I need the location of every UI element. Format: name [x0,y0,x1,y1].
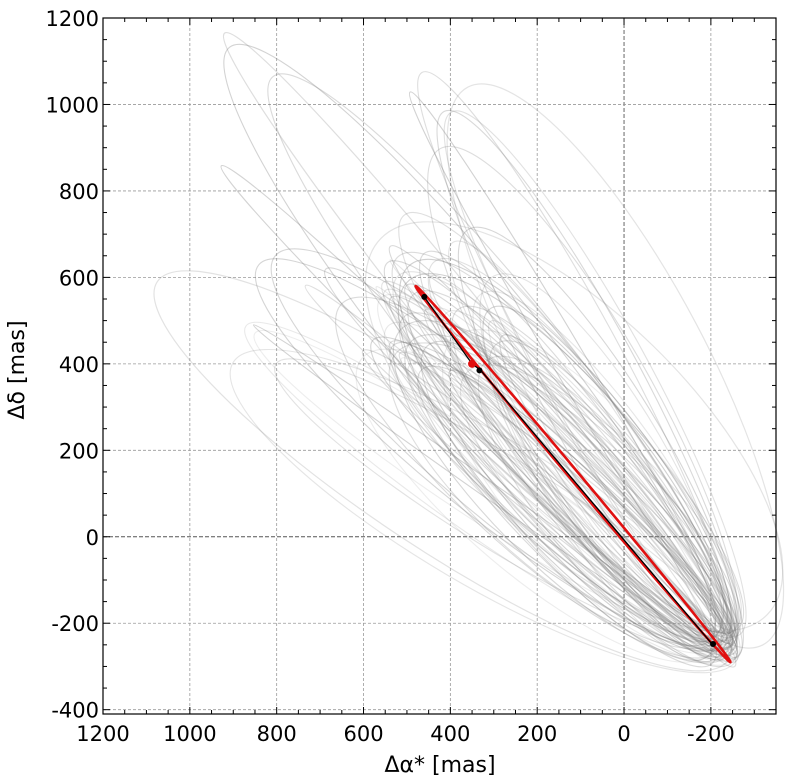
y-tick-label: 1000 [46,93,99,117]
y-tick-label: 1200 [46,7,99,31]
y-tick-label: 0 [86,526,99,550]
best-fit-orbit [414,284,732,664]
sample-orbit [355,348,718,663]
sample-orbit [404,283,736,639]
sample-orbit [267,73,735,646]
x-tick-label: 400 [430,722,470,746]
sample-orbit [229,348,741,674]
y-tick-label: 400 [59,353,99,377]
sample-orbit [388,245,734,645]
x-tick-label: 800 [257,722,297,746]
plot-frame [102,17,777,715]
sample-orbit [370,336,738,657]
sample-orbit [388,342,729,650]
x-tick-label: 200 [517,722,557,746]
sample-orbit [420,340,715,661]
sample-orbit [391,251,745,634]
sample-orbit [392,320,739,664]
sample-orbit [399,258,732,652]
best-fit-orbit-ellipse [414,284,732,664]
y-tick-label: 800 [59,180,99,204]
sample-orbit [475,334,729,645]
sample-orbit [472,290,740,649]
y-tick-label: -400 [51,699,99,723]
x-axis-label: Δα* [mas] [384,753,495,778]
sample-orbit [392,271,735,643]
sample-orbit [382,288,739,663]
sample-orbit [398,211,728,637]
sample-orbit [254,258,737,652]
orbit-path-line [423,296,712,644]
y-axis-label: Δδ [mas] [5,320,30,419]
x-tick-label: 600 [343,722,383,746]
sample-orbit [408,91,732,634]
x-tick-label: 0 [617,722,630,746]
sample-orbit [488,340,723,640]
sample-orbit [324,267,733,635]
sample-orbit [244,321,730,666]
sample-orbit [222,31,737,668]
sample-orbit [423,308,715,654]
x-tick-label: 1200 [76,722,129,746]
sample-orbit [223,43,717,643]
sample-orbit [400,357,711,644]
sample-orbit [417,365,717,668]
sample-orbit [448,240,717,632]
sample-orbit [427,257,742,642]
orbit-marker [476,367,483,374]
sample-orbit [375,286,721,644]
sample-orbit [442,310,716,643]
orbit-markers [421,293,717,647]
sample-orbit [448,369,722,633]
sample-orbit [479,273,729,663]
sample-orbit [488,320,713,660]
sample-orbit [388,340,738,651]
x-tick-label: 1000 [163,722,216,746]
y-tick-label: -200 [51,612,99,636]
sample-orbit [457,226,737,652]
sample-orbit [270,248,739,651]
sample-orbit [253,329,708,636]
sample-orbit [361,349,720,642]
sample-orbit [383,321,722,652]
sample-orbit [429,274,734,631]
sample-orbit [459,364,742,638]
orbit-marker [468,359,477,368]
orbit-marker [710,640,717,647]
sample-orbit [443,110,747,637]
sample-orbit [389,259,732,639]
sample-orbit [404,334,739,643]
x-tick-label: -200 [687,722,735,746]
y-tick-label: 600 [59,266,99,290]
sample-orbit [477,355,731,663]
sample-orbit [364,221,784,632]
y-tick-label: 200 [59,439,99,463]
sample-orbit [499,334,734,649]
sample-orbit [446,83,785,649]
sample-orbit [388,295,738,660]
x-tick-labels: 1200 1000 800 600 400 200 0 -200 [76,722,734,746]
sample-orbit [389,341,725,647]
sample-orbit [274,358,730,650]
sample-orbit [407,361,728,650]
sample-orbits [153,31,785,674]
sample-orbit [417,71,733,634]
sample-orbit [381,280,728,643]
y-tick-labels: -400 -200 0 200 400 600 800 1000 1200 [46,7,99,723]
sample-orbit [252,324,711,647]
sample-orbit [436,109,744,659]
sample-orbit [398,312,743,662]
sample-orbit [377,293,734,659]
sample-orbit [398,351,725,634]
sample-orbit [407,290,738,668]
sample-orbit [304,284,738,659]
sample-orbit [383,260,731,650]
orbit-marker [421,293,428,300]
